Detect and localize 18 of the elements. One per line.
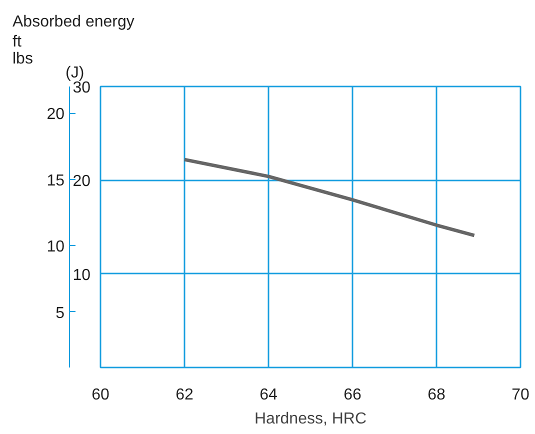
y2-tick-label: 20 [46,106,65,124]
x-tick-label: 66 [344,386,362,404]
line-series [182,158,476,238]
x-tick-label: 60 [92,386,110,404]
y-tick-label: 20 [72,173,91,190]
x-axis-title: Hardness, HRC [254,410,367,428]
x-tick-label: 70 [512,386,530,404]
y2-tick-label: 5 [56,304,65,322]
y2-tick-label: 10 [46,238,65,256]
y2-axis-title: ft lbs [12,34,33,68]
y-tick-label: 30 [72,80,91,96]
y2-tick-label: 15 [46,172,65,190]
x-tick-label: 64 [260,386,278,404]
x-tick-label: 62 [176,386,194,404]
x-tick-label: 68 [428,386,446,404]
chart-title: Absorbed energy [12,14,134,30]
y-tick-label: 10 [72,266,91,284]
y-axis-title: (J) [66,64,84,82]
